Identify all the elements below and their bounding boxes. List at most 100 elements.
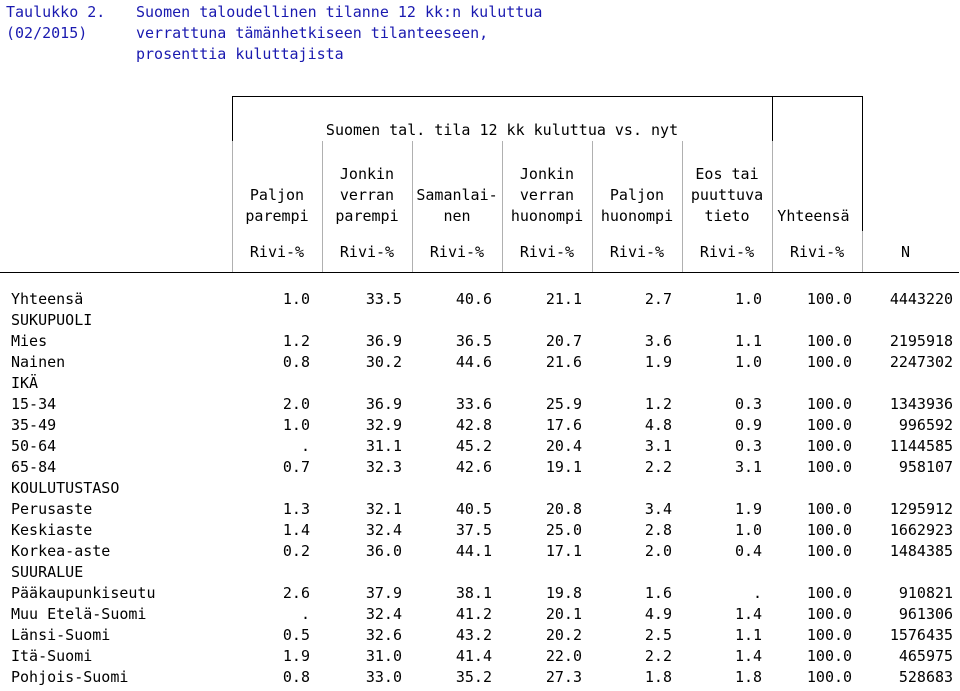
value-cell: 1.0 bbox=[734, 521, 763, 539]
row-label: 15-34 bbox=[11, 395, 57, 413]
value-cell: 35.2 bbox=[455, 668, 492, 686]
table-row: Yhteensä 1.0 33.5 40.6 21.1 2.7 1.0 100.0 444322… bbox=[0, 273, 959, 311]
value-cell: 32.1 bbox=[365, 500, 402, 518]
value-cell bbox=[322, 562, 412, 583]
value-cell bbox=[412, 310, 502, 331]
value-cell: 32.4 bbox=[365, 521, 402, 539]
unit-label: Rivi-% bbox=[321, 231, 412, 273]
value-cell: 1.8 bbox=[644, 668, 672, 686]
value-cell bbox=[682, 562, 772, 583]
table-body: Yhteensä 1.0 33.5 40.6 21.1 2.7 1.0 100.0 444322… bbox=[0, 273, 959, 689]
table-row: Länsi-Suomi 0.5 32.6 43.2 20.2 2.5 1.1 100.0 157… bbox=[0, 625, 959, 646]
value-cell: 21.6 bbox=[545, 353, 582, 371]
value-cell: . bbox=[300, 437, 310, 455]
value-cell bbox=[232, 310, 322, 331]
value-cell: 33.5 bbox=[365, 290, 402, 308]
value-cell: 33.6 bbox=[455, 395, 492, 413]
value-cell: 38.1 bbox=[455, 584, 492, 602]
n-cell: 1343936 bbox=[889, 395, 954, 413]
value-cell: 0.5 bbox=[282, 626, 310, 644]
row-label: Itä-Suomi bbox=[11, 647, 93, 665]
value-cell: . bbox=[300, 605, 310, 623]
value-cell: 3.4 bbox=[644, 500, 672, 518]
row-label: SUURALUE bbox=[11, 563, 84, 581]
n-cell: 465975 bbox=[898, 647, 954, 665]
n-cell: 996592 bbox=[898, 416, 954, 434]
value-cell: 42.8 bbox=[455, 416, 492, 434]
value-cell bbox=[592, 562, 682, 583]
value-cell: 17.6 bbox=[545, 416, 582, 434]
value-cell: 100.0 bbox=[806, 437, 853, 455]
value-cell bbox=[682, 373, 772, 394]
table-date: (02/2015) bbox=[6, 24, 88, 42]
n-cell: 958107 bbox=[898, 458, 954, 476]
value-cell bbox=[682, 478, 772, 499]
value-cell: 21.1 bbox=[545, 290, 582, 308]
value-cell: 1.9 bbox=[734, 500, 763, 518]
n-cell bbox=[862, 562, 959, 583]
value-cell: 100.0 bbox=[806, 605, 853, 623]
value-cell bbox=[502, 373, 592, 394]
n-cell: 1295912 bbox=[889, 500, 954, 518]
n-cell bbox=[862, 310, 959, 331]
value-cell bbox=[772, 310, 862, 331]
value-cell: 1.4 bbox=[282, 521, 310, 539]
row-label: Perusaste bbox=[11, 500, 93, 518]
value-cell: 0.8 bbox=[282, 668, 310, 686]
table-row: 35-49 1.0 32.9 42.8 17.6 4.8 0.9 100.0 996592 bbox=[0, 415, 959, 436]
value-cell: 17.1 bbox=[545, 542, 582, 560]
value-cell bbox=[232, 373, 322, 394]
value-cell: 30.2 bbox=[365, 353, 402, 371]
value-cell: 19.1 bbox=[545, 458, 582, 476]
n-cell bbox=[862, 373, 959, 394]
value-cell: 3.1 bbox=[734, 458, 763, 476]
value-cell: 100.0 bbox=[806, 290, 853, 308]
value-cell: 100.0 bbox=[806, 542, 853, 560]
header-spanner: Suomen tal. tila 12 kk kuluttua vs. nyt bbox=[231, 96, 773, 141]
value-cell: 1.8 bbox=[734, 668, 763, 686]
unit-label: Rivi-% bbox=[681, 231, 773, 273]
value-cell bbox=[502, 310, 592, 331]
value-cell: 2.8 bbox=[644, 521, 672, 539]
unit-label: Rivi-% bbox=[501, 231, 592, 273]
column-headers: Paljon parempi Jonkin verran parempi Samanl… bbox=[0, 141, 960, 231]
n-cell: 1576435 bbox=[889, 626, 954, 644]
value-cell: 2.0 bbox=[644, 542, 672, 560]
col-header-jonkin-verran-parempi: Jonkin verran parempi bbox=[321, 141, 412, 231]
value-cell: 36.0 bbox=[365, 542, 402, 560]
value-cell: 100.0 bbox=[806, 647, 853, 665]
row-label: Pääkaupunkiseutu bbox=[11, 584, 156, 602]
n-cell: 1662923 bbox=[889, 521, 954, 539]
value-cell: 44.1 bbox=[455, 542, 492, 560]
value-cell: 1.0 bbox=[734, 290, 763, 308]
table-row: Perusaste 1.3 32.1 40.5 20.8 3.4 1.9 100.0 12959… bbox=[0, 499, 959, 520]
value-cell: 37.9 bbox=[365, 584, 402, 602]
value-cell: 3.1 bbox=[644, 437, 672, 455]
row-label: Mies bbox=[11, 332, 48, 350]
value-cell: 41.4 bbox=[455, 647, 492, 665]
value-cell bbox=[502, 478, 592, 499]
value-cell: 0.3 bbox=[734, 437, 763, 455]
row-label: 50-64 bbox=[11, 437, 57, 455]
row-label: 65-84 bbox=[11, 458, 57, 476]
value-cell: 36.5 bbox=[455, 332, 492, 350]
value-cell: 100.0 bbox=[806, 353, 853, 371]
value-cell: 25.9 bbox=[545, 395, 582, 413]
table-row: Muu Etelä-Suomi. 32.4 41.2 20.1 4.9 1.4 100.0 9… bbox=[0, 604, 959, 625]
table-row: Pääkaupunkiseutu 2.6 37.9 38.1 19.8 1.6. 100.0… bbox=[0, 583, 959, 604]
value-cell: 0.9 bbox=[734, 416, 763, 434]
row-label: Korkea-aste bbox=[11, 542, 111, 560]
unit-label: Rivi-% bbox=[771, 231, 863, 273]
table-row: 65-84 0.7 32.3 42.6 19.1 2.2 3.1 100.0 958107 bbox=[0, 457, 959, 478]
row-label: IKÄ bbox=[11, 374, 39, 392]
value-cell: 40.5 bbox=[455, 500, 492, 518]
n-cell bbox=[862, 478, 959, 499]
row-label: Pohjois-Suomi bbox=[11, 668, 129, 686]
value-cell bbox=[682, 310, 772, 331]
unit-row: Rivi-% Rivi-% Rivi-% Rivi-% Rivi-% Rivi-… bbox=[0, 231, 960, 273]
row-label: 35-49 bbox=[11, 416, 57, 434]
value-cell: 100.0 bbox=[806, 626, 853, 644]
value-cell: 20.4 bbox=[545, 437, 582, 455]
value-cell bbox=[502, 562, 592, 583]
value-cell bbox=[322, 310, 412, 331]
